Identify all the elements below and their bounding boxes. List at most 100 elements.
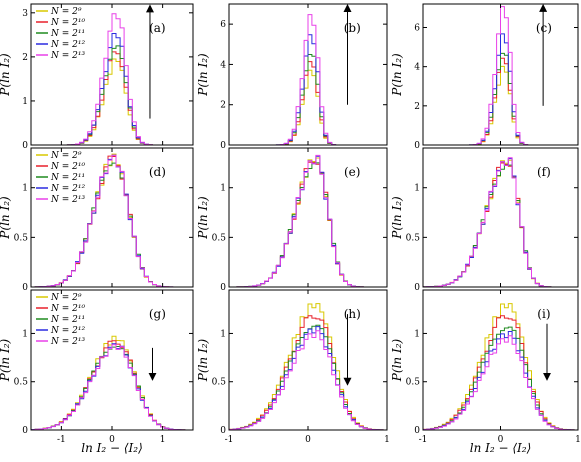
series-line-1 <box>229 69 387 145</box>
y-tick-label: 0.5 <box>14 233 29 243</box>
series-line-4 <box>229 34 387 145</box>
panel-label: (h) <box>344 307 361 321</box>
panel-label: (d) <box>149 165 166 179</box>
series-line-2 <box>229 161 387 287</box>
x-tick-label: 0 <box>498 435 504 445</box>
y-axis-label: P(ln I₂) <box>196 339 210 383</box>
series-line-2 <box>229 61 387 145</box>
y-tick-label: 0 <box>220 426 226 436</box>
y-tick-label: 1 <box>22 329 28 339</box>
x-tick-label: -1 <box>57 435 66 445</box>
x-tick-label: 1 <box>160 435 166 445</box>
y-tick-label: 0.5 <box>14 378 29 388</box>
series-line-5 <box>229 154 387 287</box>
series-line-4 <box>423 331 578 430</box>
panel-label: (g) <box>149 307 166 321</box>
legend-entry: N = 2¹⁰ <box>50 304 85 314</box>
y-tick-label: 4 <box>414 63 420 73</box>
x-axis-label: ln I₂ − ⟨I₂⟩ <box>470 441 532 455</box>
panel-i: 00.51-1 0 1(i)P(ln I₂)ln I₂ − ⟨I₂⟩ <box>390 289 581 455</box>
series-line-5 <box>229 14 387 145</box>
y-tick-label: 0 <box>414 426 420 436</box>
series-line-5 <box>423 335 578 430</box>
x-tick-label: -1 <box>225 435 234 445</box>
series-line-3 <box>229 162 387 287</box>
series-line-1 <box>31 335 193 430</box>
y-tick-label: 0 <box>220 141 226 151</box>
series-line-1 <box>31 58 193 145</box>
series-line-4 <box>229 326 387 430</box>
y-tick-label: 2 <box>22 53 28 63</box>
y-tick-label: 1 <box>22 184 28 194</box>
y-tick-label: 0.5 <box>212 233 227 243</box>
y-tick-label: 0 <box>22 141 28 151</box>
series-line-4 <box>31 343 193 430</box>
y-tick-label: 6 <box>220 20 226 30</box>
legend-entry: N = 2¹³ <box>50 337 85 347</box>
series-line-5 <box>229 330 387 430</box>
y-axis-label: P(ln I₂) <box>0 196 12 240</box>
legend-entry: N = 2⁹ <box>50 293 82 303</box>
y-tick-label: 2 <box>414 102 420 112</box>
series-line-3 <box>31 346 193 430</box>
legend-entry: N = 2¹² <box>50 184 85 194</box>
x-axis-label: ln I₂ − ⟨I₂⟩ <box>81 441 143 455</box>
panel-h: 00.51-1 0 1(h)P(ln I₂) <box>196 289 390 445</box>
y-tick-label: 1 <box>220 184 226 194</box>
series-line-1 <box>229 157 387 287</box>
series-line-1 <box>423 65 578 145</box>
panel-label: (i) <box>537 307 550 321</box>
legend-entry: N = 2¹³ <box>50 51 85 61</box>
series-line-2 <box>423 162 578 287</box>
series-line-1 <box>423 303 578 430</box>
panel-label: (a) <box>149 21 166 35</box>
x-tick-label: 1 <box>384 435 390 445</box>
series-line-5 <box>423 157 578 287</box>
y-tick-label: 6 <box>414 24 420 34</box>
panel-c: 0 2 4 6 (c) P(ln I₂) <box>390 3 579 151</box>
legend-entry: N = 2¹⁰ <box>50 18 85 28</box>
legend-entry: N = 2¹⁰ <box>50 162 85 172</box>
panel-e: 0 0.5 1 (e) P(ln I₂) <box>196 147 388 293</box>
y-tick-label: 0 <box>414 283 420 293</box>
y-tick-label: 0 <box>414 141 420 151</box>
series-line-3 <box>229 54 387 145</box>
legend-entry: N = 2¹² <box>50 40 85 50</box>
x-tick-label: 0 <box>305 435 311 445</box>
legend-entry: N = 2¹¹ <box>50 173 85 183</box>
y-tick-label: 1 <box>22 97 28 107</box>
panel-label: (b) <box>344 21 361 35</box>
y-axis-label: P(ln I₂) <box>0 53 12 97</box>
series-line-2 <box>31 340 193 430</box>
series-line-5 <box>423 6 578 145</box>
legend-entry: N = 2⁹ <box>50 7 82 17</box>
y-tick-label: 0 <box>22 426 28 436</box>
series-line-4 <box>423 158 578 287</box>
y-tick-label: 0.5 <box>406 378 421 388</box>
series-line-3 <box>423 164 578 287</box>
y-axis-label: P(ln I₂) <box>0 339 12 383</box>
series-line-3 <box>229 324 387 430</box>
series-line-5 <box>31 154 193 287</box>
panel-label: (e) <box>344 165 360 179</box>
series-line-4 <box>423 33 578 145</box>
y-tick-label: 0.5 <box>212 378 227 388</box>
panel-label: (c) <box>536 21 552 35</box>
panel-b: 0 2 4 6 (b) P(ln I₂) <box>196 3 388 151</box>
x-tick-label: 1 <box>575 435 581 445</box>
series-line-5 <box>31 344 193 430</box>
y-tick-label: 1 <box>220 329 226 339</box>
series-line-2 <box>423 57 578 145</box>
series-line-1 <box>423 159 578 287</box>
panel-f: 0 0.5 1 (f) P(ln I₂) <box>390 147 579 293</box>
y-tick-label: 1 <box>414 184 420 194</box>
y-tick-label: 1 <box>414 329 420 339</box>
legend-entry: N = 2¹¹ <box>50 315 85 325</box>
y-axis-label: P(ln I₂) <box>390 339 404 383</box>
y-tick-label: 0.5 <box>406 233 421 243</box>
